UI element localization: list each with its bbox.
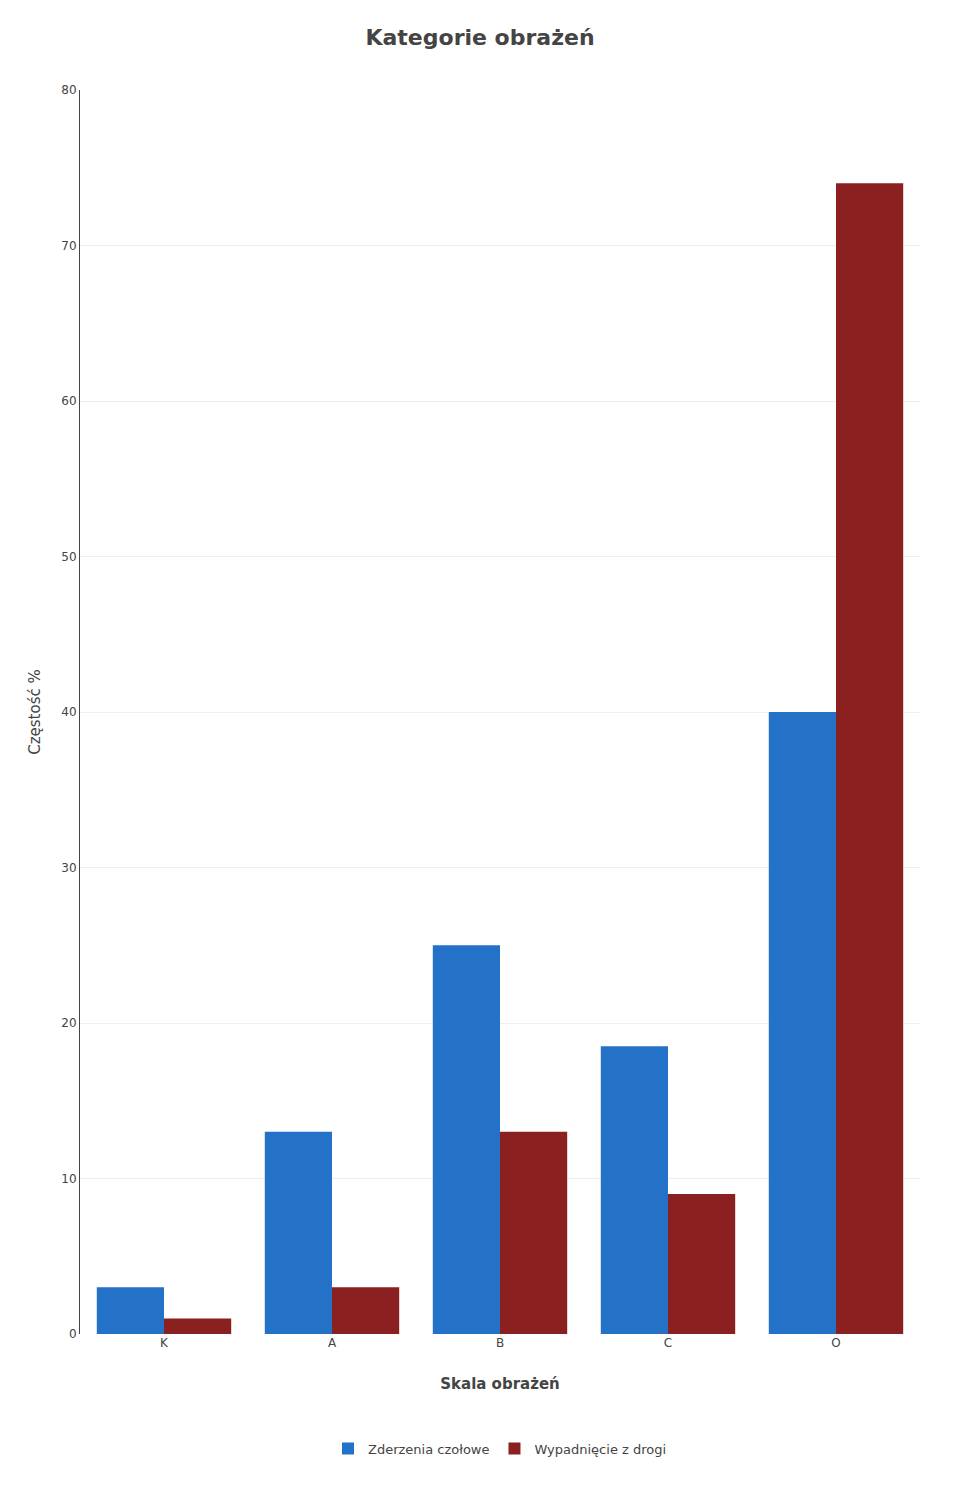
svg-text:O: O bbox=[831, 1336, 840, 1350]
svg-text:70: 70 bbox=[61, 239, 76, 253]
svg-text:Zderzenia czołowe: Zderzenia czołowe bbox=[368, 1442, 489, 1457]
svg-text:Częstość %: Częstość % bbox=[26, 669, 44, 755]
svg-text:80: 80 bbox=[61, 83, 76, 97]
svg-text:30: 30 bbox=[61, 861, 76, 875]
svg-text:40: 40 bbox=[61, 705, 76, 719]
svg-text:C: C bbox=[664, 1336, 672, 1350]
svg-text:B: B bbox=[496, 1336, 504, 1350]
svg-text:Skala obrażeń: Skala obrażeń bbox=[440, 1375, 560, 1393]
svg-text:K: K bbox=[160, 1336, 169, 1350]
svg-text:A: A bbox=[328, 1336, 337, 1350]
svg-text:50: 50 bbox=[61, 550, 76, 564]
svg-text:60: 60 bbox=[61, 394, 76, 408]
svg-text:0: 0 bbox=[69, 1327, 77, 1341]
svg-text:20: 20 bbox=[61, 1016, 76, 1030]
svg-text:Wypadnięcie z drogi: Wypadnięcie z drogi bbox=[534, 1442, 666, 1457]
svg-text:10: 10 bbox=[61, 1172, 76, 1186]
svg-text:Kategorie obrażeń: Kategorie obrażeń bbox=[365, 25, 594, 50]
